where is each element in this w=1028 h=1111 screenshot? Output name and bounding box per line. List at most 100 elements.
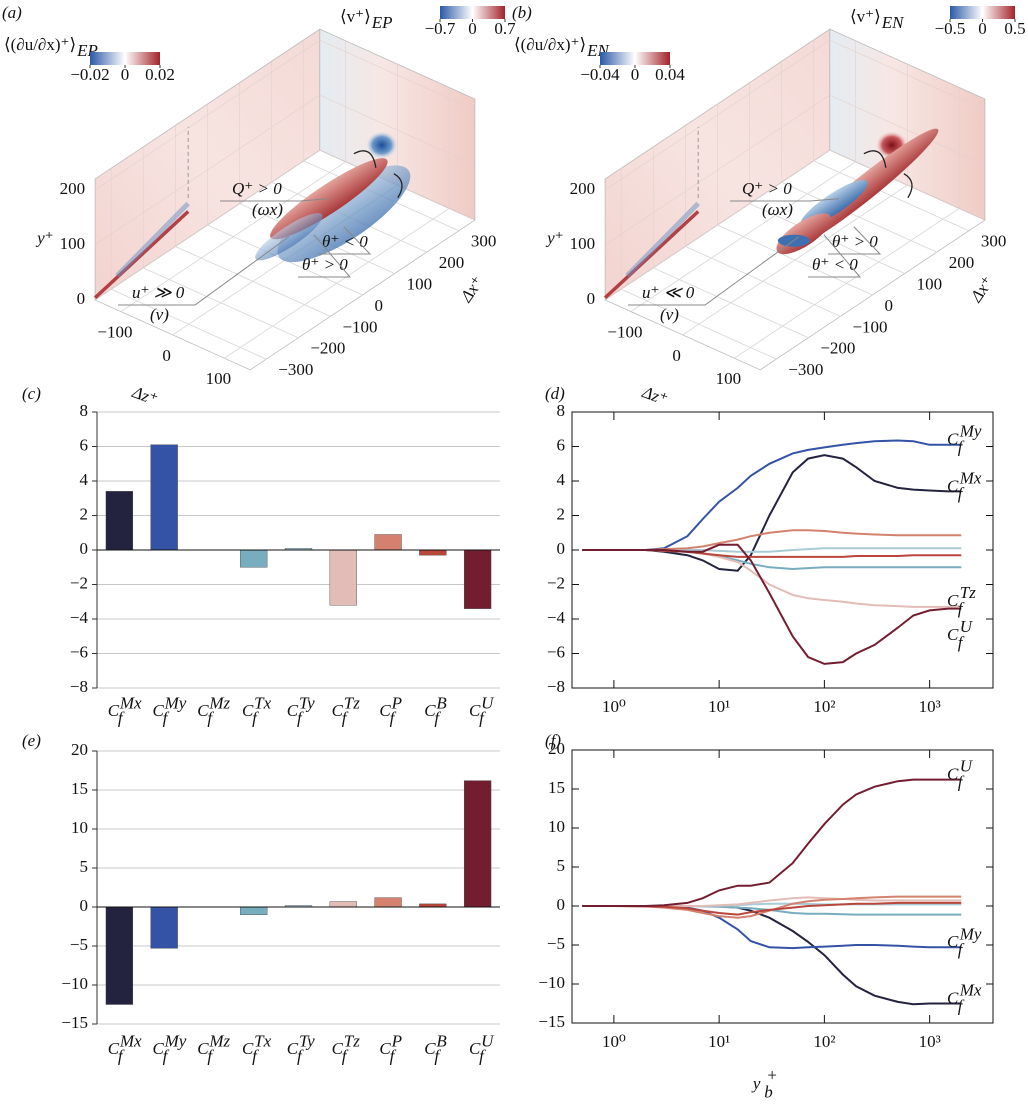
- x-tick-label-sup: My: [164, 693, 187, 712]
- z-grid-line: [630, 161, 856, 312]
- x-tick-label-symbol: C: [242, 701, 254, 720]
- x-axis-label-sub: b: [764, 1082, 773, 1101]
- leader-line: [628, 236, 800, 306]
- bar: [240, 549, 268, 568]
- bar: [329, 549, 357, 606]
- x-axis-label-sup: +: [766, 1066, 777, 1085]
- rotation-arrow: [863, 150, 887, 168]
- series-line: [582, 905, 962, 950]
- x-tick-label: 10¹: [708, 697, 730, 716]
- x-tick-label-sup: Tz: [344, 693, 360, 712]
- series-line: [582, 895, 962, 919]
- x-tick-label: 300: [981, 232, 1007, 251]
- x-tick-label-sup: Mx: [119, 1031, 142, 1050]
- x-tick-label-symbol: C: [108, 701, 120, 720]
- annotation: θ⁺ < 0: [812, 255, 858, 274]
- colorbar: [600, 52, 670, 65]
- x-tick-label-sup: Ty: [299, 693, 315, 712]
- z-grid-line: [682, 184, 908, 336]
- series-label-sub: f: [958, 633, 965, 652]
- series-label-sup: Mx: [959, 468, 982, 487]
- bar: [329, 901, 357, 908]
- y-tick-label: 4: [557, 470, 566, 489]
- y-tick-label: 200: [570, 179, 596, 198]
- plot-frame: [571, 749, 994, 1024]
- y-tick-label: 4: [80, 470, 89, 489]
- series-line: [582, 543, 962, 665]
- x-tick-label: −300: [788, 360, 823, 379]
- y-side-grid-line: [829, 39, 986, 111]
- bar: [150, 906, 178, 949]
- x-tick-label-symbol: C: [197, 701, 209, 720]
- y-tick-label: −5: [70, 935, 88, 954]
- z-axis-label: Δz⁺: [639, 382, 670, 409]
- colorbar-title: ⟨(∂u/∂x)⁺⟩: [514, 35, 586, 54]
- x-tick-label-symbol: C: [424, 701, 436, 720]
- series-label-sub: f: [958, 438, 965, 457]
- y-tick-label: −6: [70, 642, 88, 661]
- series-label-sub: f: [958, 599, 965, 618]
- leader-line: [808, 234, 862, 278]
- colorbar: [90, 52, 160, 65]
- x-tick-label-sup: Tz: [344, 1031, 360, 1050]
- x-tick-label: −100: [342, 317, 377, 336]
- bar: [150, 444, 178, 551]
- x-tick-label-sub: f: [479, 708, 486, 727]
- x-tick-label: 10²: [813, 697, 835, 716]
- x-tick-label: 10⁰: [602, 697, 626, 716]
- z-grid-line: [224, 208, 450, 359]
- y-axis-label: y⁺: [545, 228, 564, 247]
- x-tick-label-sub: f: [297, 708, 304, 727]
- series-label-symbol: C: [947, 932, 959, 951]
- leader-line: [318, 226, 372, 255]
- x-tick-label-sup: P: [391, 1031, 402, 1050]
- annotation: θ⁺ > 0: [832, 232, 878, 251]
- x-tick-label-sup: Ty: [299, 1031, 315, 1050]
- x-tick-label: 10⁰: [602, 1032, 626, 1051]
- bar: [105, 906, 134, 1005]
- x-tick-label-sub: f: [118, 1046, 125, 1065]
- x-tick-label-sup: Mz: [208, 693, 230, 712]
- z-tick-label: −100: [97, 323, 132, 342]
- panel-label: (b): [512, 3, 532, 22]
- y-tick-label: −15: [538, 1012, 565, 1031]
- y-tick-label: −2: [70, 573, 88, 592]
- x-tick-label-sup: Tx: [254, 1031, 271, 1050]
- colorbar: [440, 6, 505, 19]
- y-tick-label: 100: [570, 234, 596, 253]
- y-tick-label: −10: [61, 974, 88, 993]
- x-tick-label-sub: f: [252, 708, 259, 727]
- panel-label: (c): [22, 384, 41, 403]
- annotation: (ωx): [762, 200, 793, 219]
- colorbar-title-sub: EP: [371, 13, 393, 32]
- x-tick-label-sup: P: [391, 693, 402, 712]
- y-tick-label: −5: [547, 934, 565, 953]
- y-tick-label: 10: [548, 817, 565, 836]
- wall-streak-blue: [625, 201, 700, 278]
- series-line: [582, 529, 962, 551]
- y-tick-label: 6: [557, 435, 566, 454]
- colorbar-tick-label: 0: [121, 65, 130, 84]
- y-tick-label: 5: [80, 857, 89, 876]
- y-tick-label: 200: [60, 179, 86, 198]
- colorbar-tick-label: 0: [978, 19, 987, 38]
- bar: [105, 491, 134, 551]
- series-label-sup: Tz: [960, 583, 976, 602]
- series-line: [582, 549, 962, 571]
- series-label-symbol: C: [947, 476, 959, 495]
- bar: [374, 897, 402, 908]
- x-tick-label-symbol: C: [379, 701, 391, 720]
- x-tick-label-sub: f: [207, 1046, 214, 1065]
- x-tick-label-symbol: C: [197, 1039, 209, 1058]
- x-tick-label-symbol: C: [108, 1039, 120, 1058]
- x-tick-label-sup: U: [481, 1031, 495, 1050]
- y-tick-label: −2: [547, 573, 565, 592]
- x-tick-label-symbol: C: [287, 1039, 299, 1058]
- y-tick-label: 0: [77, 289, 86, 308]
- colorbar-title: ⟨v⁺⟩: [340, 7, 371, 26]
- bar: [240, 906, 268, 915]
- leader-line: [298, 234, 352, 278]
- panel-label: (d): [545, 384, 565, 403]
- x-tick-label: 200: [949, 253, 975, 272]
